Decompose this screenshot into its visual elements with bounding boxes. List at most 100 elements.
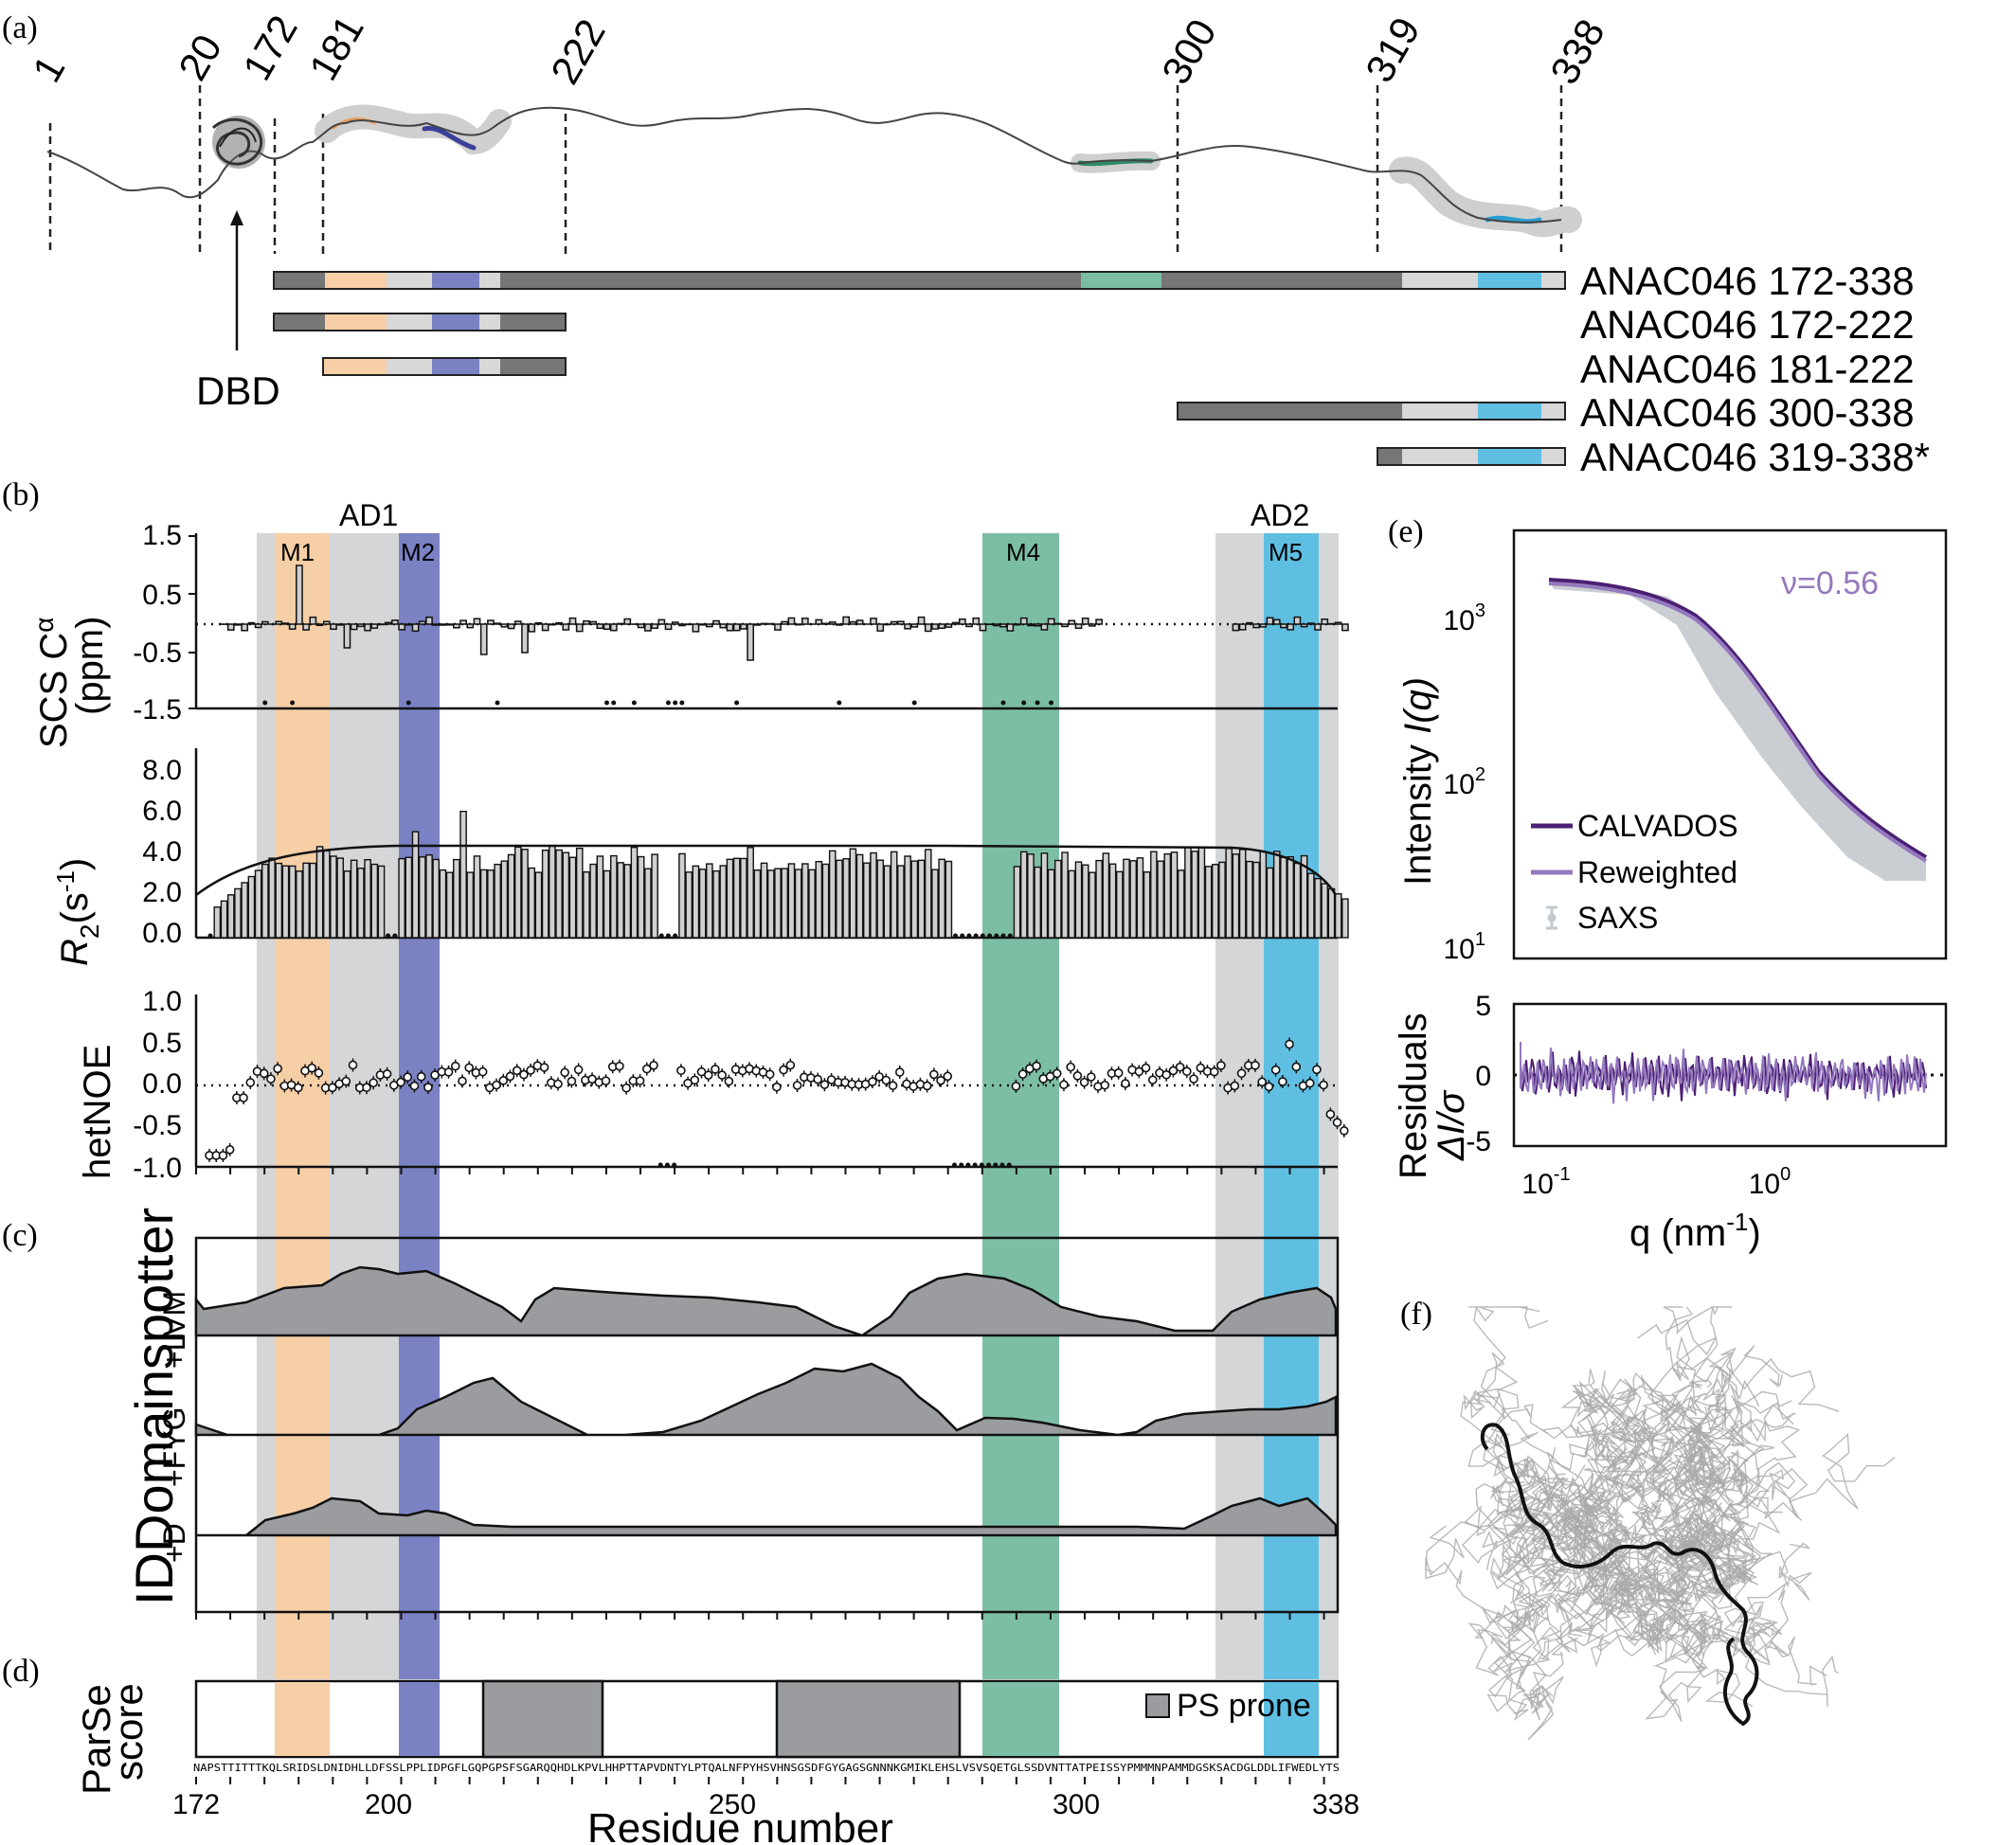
- missing-marker: [405, 700, 411, 706]
- missing-marker: [973, 933, 979, 939]
- construct-label: ANAC046 172-338: [1580, 259, 1915, 303]
- scs-bar: [234, 623, 242, 626]
- xtick: 100: [1749, 1164, 1791, 1200]
- scs-bar: [1280, 623, 1287, 629]
- panel-b: (b) AD1 AD2 M1 M2 M4 M5 1.5 0.5 -0.5 -1.…: [2, 477, 1349, 1184]
- r2-bar: [842, 858, 850, 939]
- noe-point: [362, 1083, 371, 1093]
- r2-bar: [453, 858, 460, 939]
- missing-marker: [1007, 933, 1013, 939]
- r2-bar: [1197, 847, 1206, 939]
- scs-bar: [1321, 618, 1329, 625]
- ensemble-conformer: [1642, 1357, 1840, 1465]
- scs-bar: [418, 620, 426, 625]
- r2-bar: [405, 856, 413, 939]
- r2-bar: [1054, 859, 1062, 939]
- scs-bar: [692, 623, 700, 633]
- r2-bar: [876, 859, 885, 939]
- scs-bar: [972, 617, 981, 625]
- scs-bar: [343, 623, 351, 649]
- r2-bar: [1027, 853, 1035, 939]
- scs-bar: [296, 564, 303, 625]
- r2-bar: [766, 869, 775, 939]
- representative-conformation: [1480, 1423, 1759, 1727]
- ytick: 0: [1475, 1061, 1491, 1092]
- noe-point: [492, 1080, 501, 1090]
- missing-marker: [960, 933, 965, 939]
- noe-point: [601, 1076, 611, 1085]
- scs-bar: [1293, 616, 1302, 625]
- scs-bar: [1252, 623, 1260, 629]
- noe-point: [1264, 1082, 1274, 1092]
- r2-bar: [1136, 857, 1144, 939]
- missing-marker: [993, 1162, 999, 1168]
- scs-bar: [1238, 623, 1247, 631]
- r2-bar: [432, 858, 441, 939]
- scs-bar: [466, 623, 475, 629]
- panel-f: (f): [1400, 1297, 1896, 1741]
- scs-ylabel-unit: (ppm): [69, 617, 111, 715]
- scs-bar: [439, 623, 447, 626]
- fyg-label: +FYG: [157, 1407, 191, 1487]
- r2-bar: [726, 858, 734, 939]
- r2-bar: [589, 863, 597, 939]
- ytick: 1.5: [142, 520, 182, 551]
- scs-bar: [562, 623, 570, 631]
- noe-point: [792, 1081, 802, 1090]
- ensemble-conformer: [1467, 1599, 1551, 1646]
- scs-bar: [479, 623, 488, 655]
- r2-bar: [938, 858, 945, 939]
- r2-bar: [534, 871, 543, 939]
- noe-point: [1161, 1069, 1171, 1080]
- iddomainspotter-label: IDDomainspotter: [124, 1208, 184, 1605]
- r2-bar: [870, 851, 877, 939]
- r2-bar: [1321, 883, 1329, 939]
- r2-bar: [1102, 852, 1110, 939]
- noe-point: [929, 1069, 939, 1080]
- scs-bar: [712, 619, 720, 625]
- scs-bar: [528, 623, 536, 633]
- ensemble-conformer: [1657, 1459, 1725, 1548]
- scs-bar: [732, 623, 741, 632]
- noe-point: [813, 1074, 822, 1084]
- scs-ylabel: SCS Cα: [29, 618, 75, 748]
- scs-bar: [350, 623, 358, 631]
- r2-bar: [1108, 863, 1117, 939]
- noe-point: [1291, 1062, 1302, 1072]
- scs-bar: [849, 620, 857, 625]
- scs-bar: [787, 617, 796, 625]
- noe-point: [498, 1076, 509, 1085]
- noe-point: [1141, 1063, 1151, 1073]
- scs-yticks: 1.5 0.5 -0.5 -1.5: [133, 520, 182, 725]
- ensemble-conformer: [1645, 1628, 1721, 1720]
- construct-labels: ANAC046 172-338 ANAC046 172-222 ANAC046 …: [1580, 259, 1930, 479]
- r2-bar: [1280, 856, 1287, 939]
- ensemble-conformer: [1650, 1486, 1722, 1565]
- q-xlabel: q (nm-1): [1629, 1208, 1761, 1254]
- r2-bar: [1341, 898, 1349, 939]
- r2-bar: [712, 869, 720, 939]
- r2-bar: [494, 863, 501, 939]
- noe-point: [294, 1083, 303, 1093]
- r2-bar: [268, 857, 276, 939]
- lvm-track: [194, 1265, 1338, 1337]
- scs-bar: [842, 616, 851, 625]
- noe-point: [1305, 1078, 1315, 1088]
- ensemble-conformer: [1425, 1509, 1582, 1575]
- residuals-ylabel-2: ΔI/σ: [1431, 1089, 1472, 1161]
- r2-bar: [241, 882, 248, 939]
- r2-bar: [760, 862, 768, 939]
- noe-point: [641, 1064, 652, 1074]
- ensemble-conformer: [1637, 1318, 1718, 1489]
- r2-bar: [931, 869, 939, 939]
- ensemble-conformer: [1460, 1352, 1530, 1449]
- ensemble-conformer: [1575, 1595, 1671, 1668]
- r2-bar: [821, 863, 830, 939]
- motif-label: M1: [280, 538, 315, 566]
- scs-bar: [623, 618, 632, 625]
- ensemble-conformer: [1649, 1605, 1755, 1659]
- scs-bar: [890, 620, 898, 625]
- noe-point: [526, 1066, 535, 1075]
- noe-points: [205, 1037, 1349, 1168]
- r2-bar: [828, 850, 837, 939]
